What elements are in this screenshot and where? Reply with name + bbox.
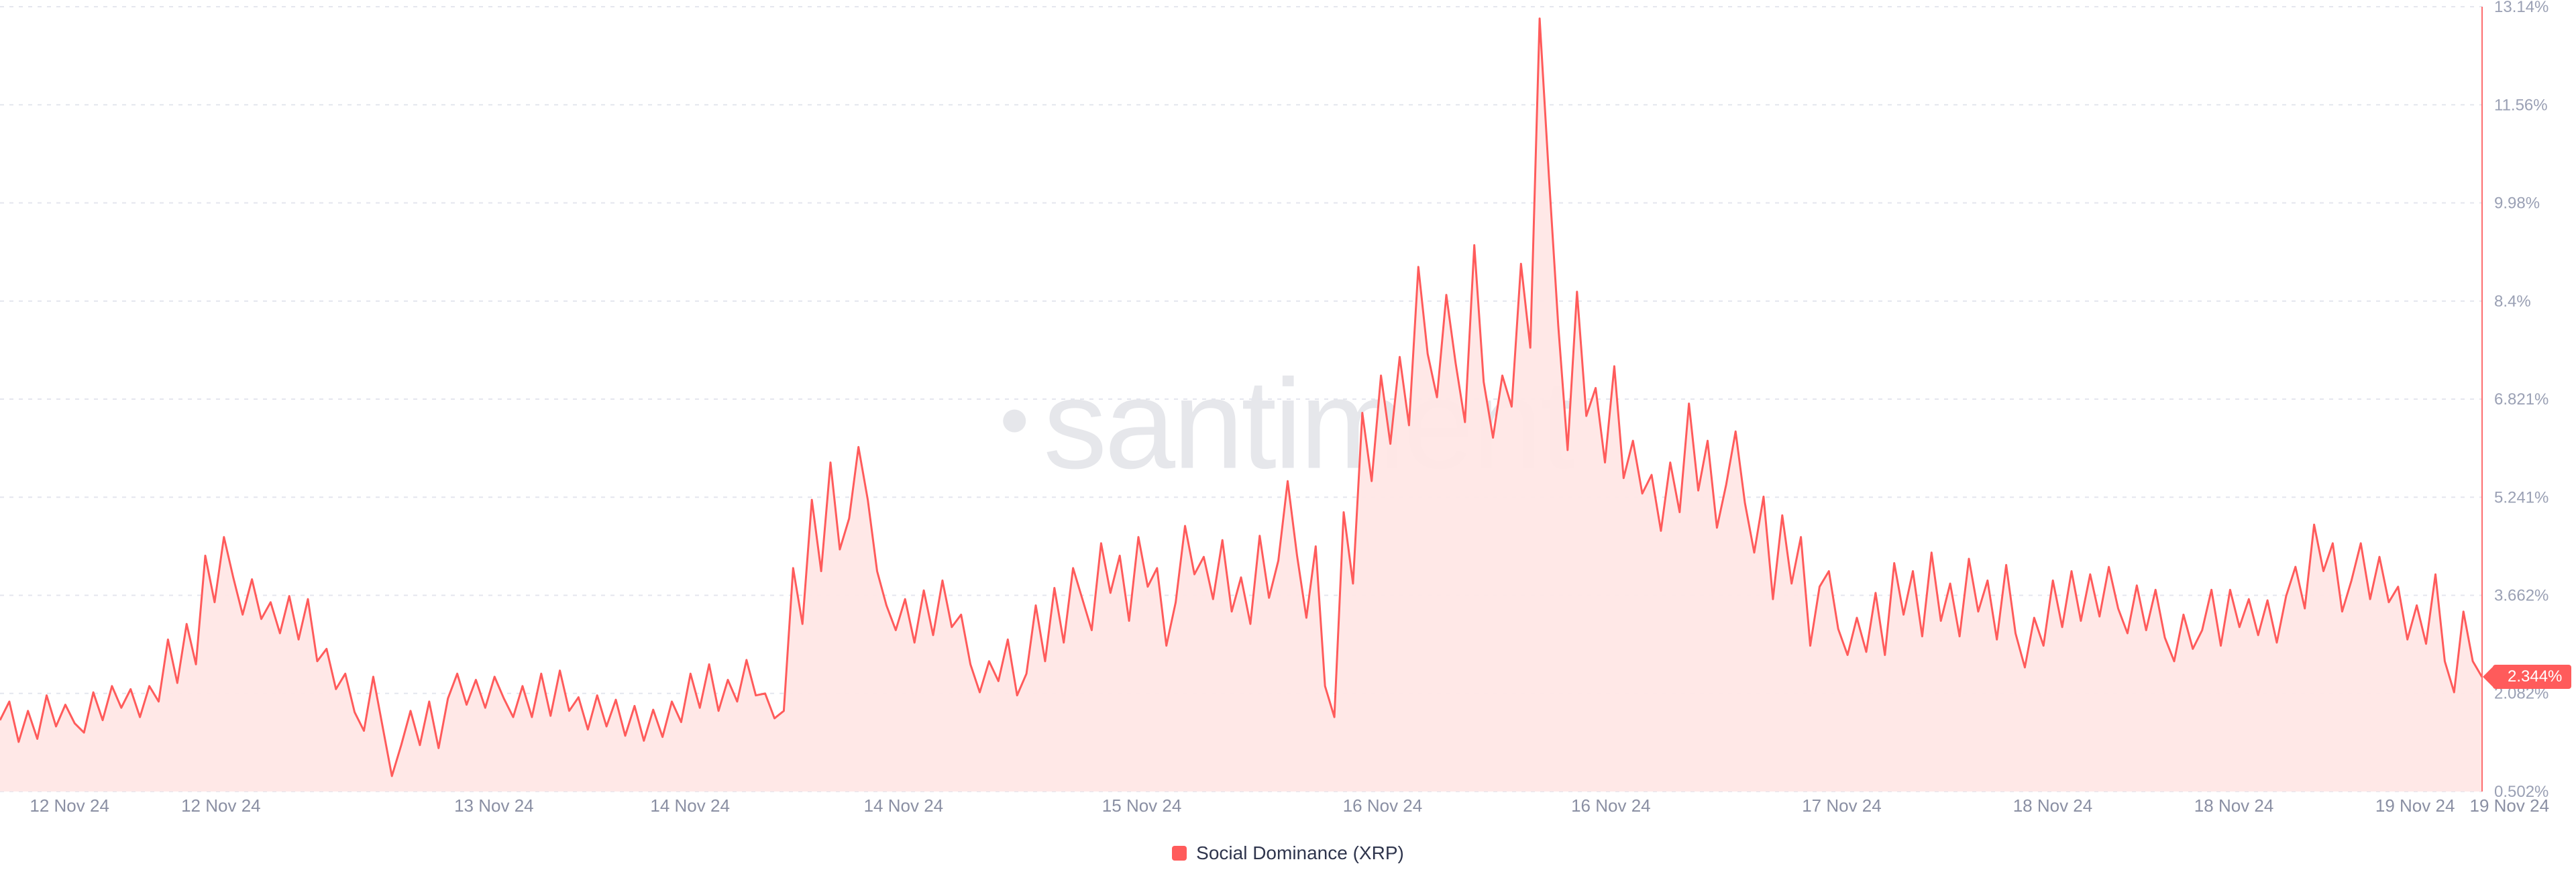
svg-text:16 Nov 24: 16 Nov 24 — [1343, 796, 1423, 816]
legend-label: Social Dominance (XRP) — [1196, 842, 1404, 863]
chart-svg: 13.14% 11.56% 9.98% 8.4% 6.821% 5.241% 3.662% 2… — [0, 0, 2576, 872]
svg-text:19 Nov 24: 19 Nov 24 — [2375, 796, 2455, 816]
legend-swatch-icon — [1172, 846, 1187, 861]
svg-text:16 Nov 24: 16 Nov 24 — [1571, 796, 1651, 816]
svg-text:13.14%: 13.14% — [2494, 0, 2548, 16]
svg-text:15 Nov 24: 15 Nov 24 — [1102, 796, 1182, 816]
svg-text:13 Nov 24: 13 Nov 24 — [454, 796, 534, 816]
svg-text:11.56%: 11.56% — [2494, 96, 2548, 114]
svg-text:18 Nov 24: 18 Nov 24 — [2194, 796, 2274, 816]
svg-text:12 Nov 24: 12 Nov 24 — [181, 796, 261, 816]
current-value-badge: 2.344% — [2493, 665, 2571, 689]
svg-text:14 Nov 24: 14 Nov 24 — [650, 796, 730, 816]
chart-container: santiment 13.14%11.56%9.98%8.4%6.821%5.2… — [0, 0, 2576, 872]
svg-text:8.4%: 8.4% — [2494, 292, 2531, 311]
x-axis-ticks: 12 Nov 24 12 Nov 24 13 Nov 24 14 Nov 24 14 N… — [30, 796, 2549, 816]
svg-text:3.662%: 3.662% — [2494, 586, 2548, 604]
svg-text:9.98%: 9.98% — [2494, 195, 2540, 213]
svg-text:18 Nov 24: 18 Nov 24 — [2013, 796, 2093, 816]
svg-text:12 Nov 24: 12 Nov 24 — [30, 796, 109, 816]
current-value-text: 2.344% — [2508, 667, 2562, 686]
svg-text:17 Nov 24: 17 Nov 24 — [1802, 796, 1882, 816]
series-area — [0, 19, 2482, 792]
legend: Social Dominance (XRP) — [0, 842, 2576, 864]
badge-arrow-icon — [2483, 666, 2493, 688]
svg-text:5.241%: 5.241% — [2494, 488, 2548, 506]
svg-text:14 Nov 24: 14 Nov 24 — [864, 796, 944, 816]
svg-text:6.821%: 6.821% — [2494, 390, 2548, 408]
svg-text:19 Nov 24: 19 Nov 24 — [2470, 796, 2550, 816]
